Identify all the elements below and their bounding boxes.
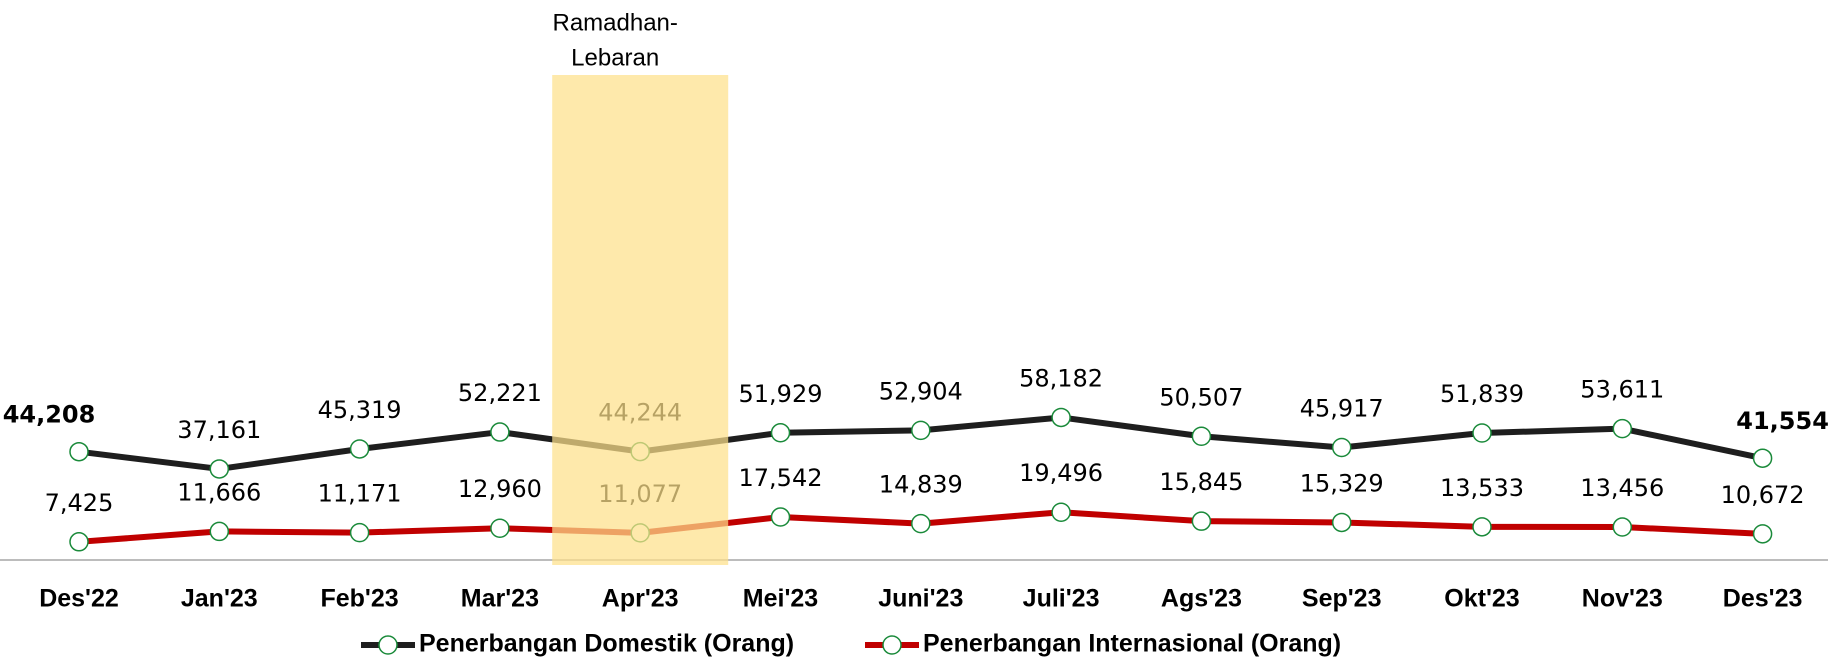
- marker: [209, 459, 230, 479]
- data-label: 10,672: [1721, 481, 1805, 509]
- data-label: 7,425: [45, 489, 114, 517]
- data-label: 44,208: [3, 401, 96, 429]
- marker: [770, 423, 791, 443]
- marker: [1051, 407, 1071, 428]
- marker: [1191, 426, 1212, 447]
- marker: [1331, 437, 1352, 458]
- data-label: 52,904: [879, 377, 963, 405]
- x-tick-label: Nov'23: [1582, 585, 1663, 613]
- data-label: 11,171: [318, 480, 402, 508]
- marker: [490, 518, 510, 538]
- legend-marker: [882, 635, 902, 655]
- x-tick-label: Feb'23: [320, 585, 398, 613]
- marker: [911, 420, 931, 441]
- marker: [1612, 418, 1633, 439]
- data-label: 13,456: [1580, 474, 1664, 502]
- data-label: 11,666: [177, 478, 261, 506]
- marker: [349, 439, 370, 459]
- data-label: 12,960: [458, 475, 542, 503]
- data-label: 19,496: [1019, 459, 1103, 487]
- data-label: 15,329: [1300, 469, 1384, 497]
- highlight-band: [552, 75, 729, 565]
- x-tick-label: Mar'23: [461, 585, 539, 613]
- x-tick-label: Sep'23: [1302, 585, 1382, 613]
- marker: [69, 532, 89, 552]
- data-label: 45,917: [1300, 395, 1384, 423]
- marker: [1752, 524, 1773, 544]
- marker: [770, 507, 791, 527]
- x-tick-label: Ags'23: [1161, 585, 1242, 613]
- data-label: 41,554: [1736, 407, 1828, 435]
- legend-marker: [378, 635, 398, 655]
- x-tick-label: Apr'23: [602, 585, 679, 613]
- annotation: Ramadhan-: [552, 9, 677, 36]
- marker: [1612, 517, 1633, 537]
- annotation: Lebaran: [571, 44, 659, 71]
- marker: [490, 422, 510, 442]
- data-label: 37,161: [177, 416, 261, 444]
- x-tick-label: Mei'23: [743, 585, 818, 613]
- marker: [349, 522, 370, 543]
- data-label: 13,533: [1440, 474, 1524, 502]
- marker: [1472, 517, 1492, 537]
- data-label: 51,839: [1440, 380, 1524, 408]
- marker: [69, 441, 89, 462]
- marker: [209, 521, 230, 542]
- x-tick-label: Des'23: [1723, 585, 1803, 613]
- marker: [1191, 511, 1212, 531]
- x-tick-label: Des'22: [39, 585, 119, 613]
- data-label: 14,839: [879, 471, 963, 499]
- x-tick-label: Okt'23: [1444, 585, 1519, 613]
- legend-label: Penerbangan Domestik (Orang): [419, 630, 794, 658]
- legend-label: Penerbangan Internasional (Orang): [923, 630, 1341, 658]
- marker: [1331, 512, 1352, 533]
- data-label: 51,929: [739, 380, 823, 408]
- data-label: 58,182: [1019, 364, 1103, 392]
- x-tick-label: Juni'23: [878, 585, 963, 613]
- marker: [1752, 448, 1773, 468]
- data-label: 17,542: [739, 464, 823, 492]
- data-label: 53,611: [1580, 376, 1664, 404]
- data-label: 15,845: [1159, 468, 1243, 496]
- data-label: 52,221: [458, 379, 542, 407]
- data-label: 50,507: [1159, 383, 1243, 411]
- marker: [1472, 423, 1492, 443]
- x-tick-label: Juli'23: [1023, 585, 1100, 613]
- x-tick-label: Jan'23: [181, 585, 258, 613]
- data-label: 45,319: [318, 396, 402, 424]
- marker: [1051, 502, 1071, 522]
- marker: [911, 513, 931, 534]
